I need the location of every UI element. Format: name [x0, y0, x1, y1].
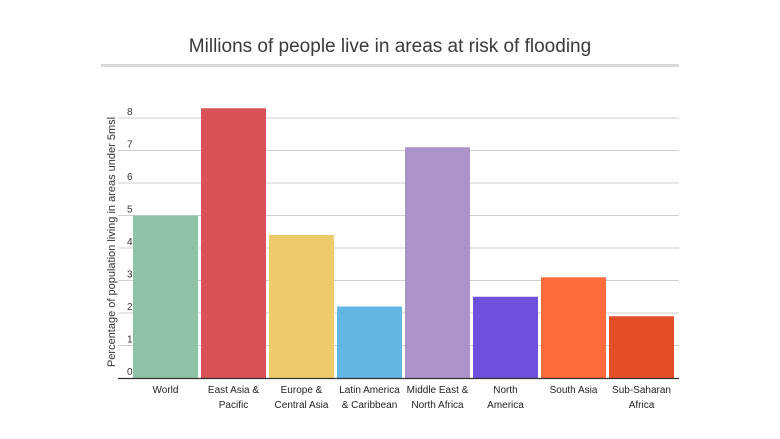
x-label-2: Europe & Central Asia	[275, 385, 329, 411]
bar-1	[201, 108, 266, 378]
bar-3	[337, 306, 402, 378]
bar-7	[609, 316, 674, 378]
bar-0	[133, 215, 198, 378]
x-label-7: Sub-Saharan Africa	[612, 385, 671, 411]
title-divider	[101, 64, 679, 67]
chart-title: Millions of people live in areas at risk…	[188, 36, 592, 57]
y-tick-labels: 0 1 2 3 4 5 6 7 8	[127, 107, 133, 378]
y-tick-7: 7	[127, 140, 133, 151]
x-label-4: Middle East & North Africa	[407, 385, 469, 411]
y-tick-5: 5	[127, 205, 133, 216]
y-tick-0: 0	[127, 367, 133, 378]
bars	[133, 108, 674, 378]
x-label-0: World	[153, 385, 179, 396]
bar-2	[269, 235, 334, 378]
bar-4	[405, 147, 470, 378]
y-tick-1: 1	[127, 335, 133, 346]
x-label-3: Latin America & Caribbean	[339, 385, 400, 411]
x-label-6: South Asia	[550, 385, 598, 396]
bar-6	[541, 277, 606, 378]
bar-5	[473, 296, 538, 378]
y-axis-label: Percentage of population living in areas…	[106, 117, 118, 367]
y-tick-6: 6	[127, 172, 133, 183]
y-tick-3: 3	[127, 270, 133, 281]
y-tick-2: 2	[127, 302, 133, 313]
y-tick-4: 4	[127, 237, 133, 248]
x-label-1: East Asia & Pacific	[208, 385, 259, 411]
x-label-5: North America	[487, 385, 524, 411]
y-tick-8: 8	[127, 107, 133, 118]
x-tick-labels: World East Asia & Pacific Europe & Central A…	[153, 385, 671, 411]
